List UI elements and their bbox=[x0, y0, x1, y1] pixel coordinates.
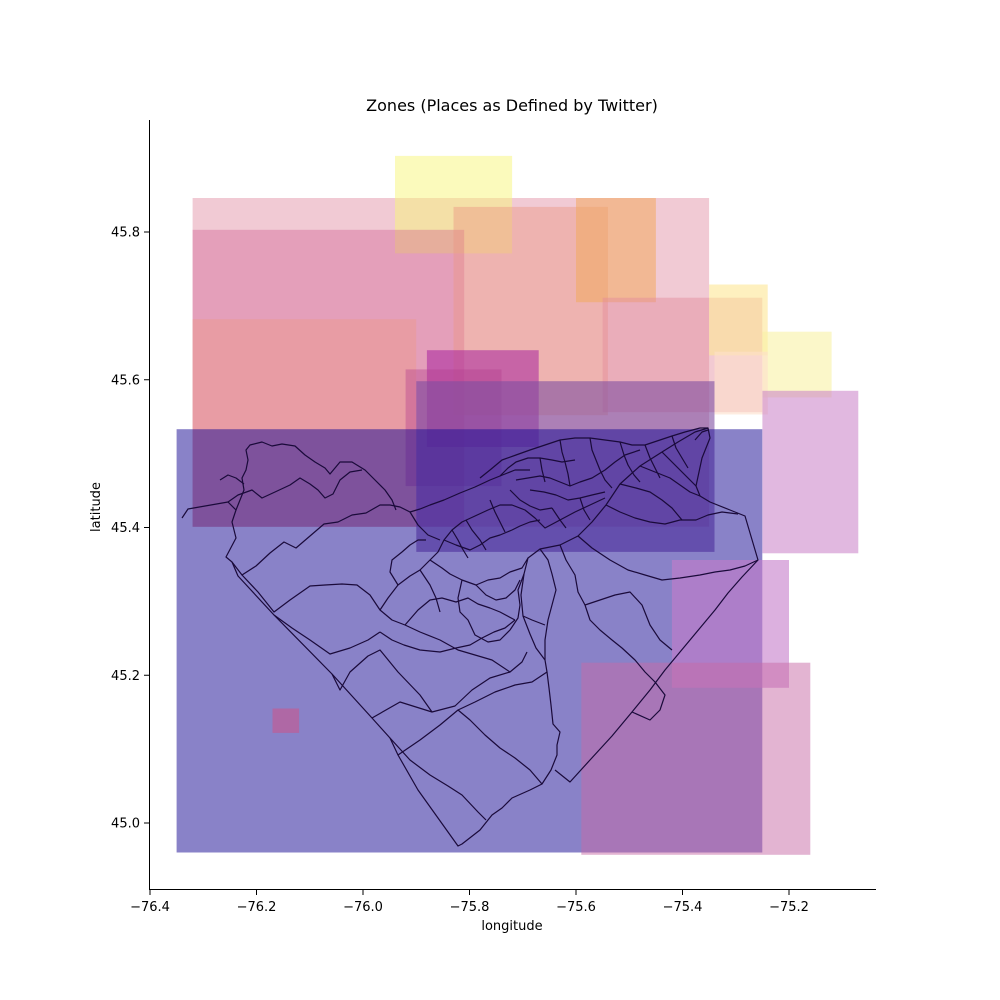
y-axis-label: latitude bbox=[89, 482, 104, 532]
x-tick-label: −76.4 bbox=[130, 900, 170, 915]
x-axis-label: longitude bbox=[481, 919, 542, 934]
x-tick-label: −76.2 bbox=[237, 900, 277, 915]
x-tick-label: −75.6 bbox=[556, 900, 596, 915]
x-tick-label: −75.4 bbox=[663, 900, 703, 915]
ottawa-ward-boundaries bbox=[181, 427, 759, 847]
x-tick-label: −76.0 bbox=[343, 900, 383, 915]
zone-rect-11 bbox=[762, 390, 859, 554]
y-tick-label: 45.2 bbox=[111, 669, 140, 684]
y-ticks: 45.0 45.2 45.4 45.6 45.8 bbox=[111, 226, 149, 832]
zone-rect-17 bbox=[581, 662, 811, 855]
zone-rect-10 bbox=[714, 351, 768, 415]
zone-rect-8 bbox=[709, 284, 768, 356]
zone-rect-9 bbox=[762, 331, 832, 398]
y-tick-label: 45.4 bbox=[111, 521, 140, 536]
zone-rect-2 bbox=[395, 155, 513, 254]
x-tick-label: −75.8 bbox=[450, 900, 490, 915]
x-ticks: −76.4 −76.2 −76.0 −75.8 −75.6 −75.4 −75.2 bbox=[130, 890, 809, 915]
zone-rect-5 bbox=[576, 198, 656, 303]
chart-title: Zones (Places as Defined by Twitter) bbox=[366, 96, 658, 115]
zone-rect-18 bbox=[272, 708, 300, 733]
y-tick-label: 45.6 bbox=[111, 373, 140, 388]
zones-layer bbox=[176, 155, 859, 855]
y-tick-label: 45.8 bbox=[111, 226, 140, 241]
y-tick-label: 45.0 bbox=[111, 817, 140, 832]
x-tick-label: −75.2 bbox=[769, 900, 809, 915]
axes bbox=[149, 120, 876, 890]
